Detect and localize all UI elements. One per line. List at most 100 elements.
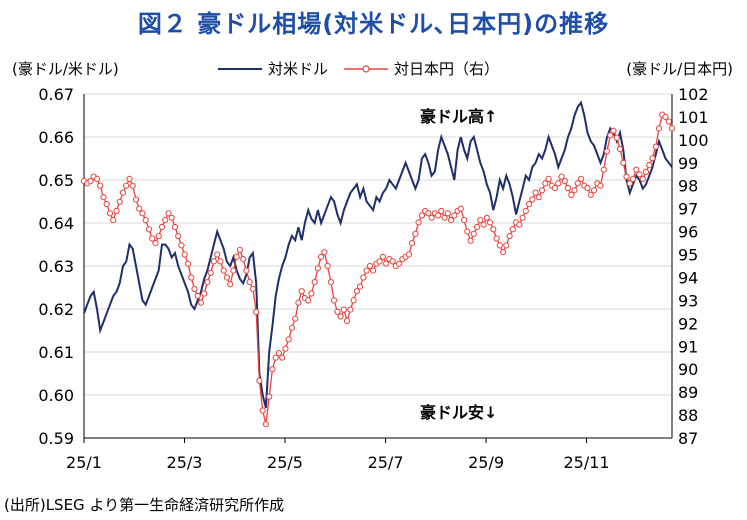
series-point-jpy (558, 173, 565, 180)
left-tick-label: 0.64 (38, 214, 74, 233)
series-point-jpy (535, 194, 542, 201)
legend-item-usd: 対米ドル (218, 58, 328, 79)
series-point-jpy (577, 175, 585, 182)
series-point-jpy (171, 223, 179, 231)
series-point-jpy (126, 175, 133, 182)
series-point-jpy (357, 283, 364, 290)
right-tick-label: 89 (678, 383, 698, 402)
series-point-jpy (600, 166, 607, 173)
x-tick-label: 25/5 (267, 453, 303, 472)
annotation-aud-strong: 豪ドル高↑ (420, 107, 497, 126)
series-point-jpy (503, 242, 510, 249)
series-point-jpy (311, 279, 318, 286)
right-tick-label: 94 (678, 268, 698, 287)
series-point-jpy (298, 288, 305, 295)
series-point-jpy (668, 125, 676, 132)
series-point-jpy (93, 175, 101, 182)
series-point-jpy (253, 308, 260, 315)
series-point-jpy (405, 251, 412, 258)
right-tick-label: 98 (678, 177, 698, 196)
series-point-jpy (214, 251, 221, 258)
series-point-jpy (288, 324, 295, 331)
series-point-jpy (178, 242, 185, 249)
series-point-jpy (409, 240, 416, 247)
series-point-jpy (175, 233, 182, 240)
series-point-jpy (279, 354, 286, 361)
series-point-jpy (435, 212, 442, 219)
series-point-jpy (256, 377, 263, 384)
series-point-jpy (616, 145, 624, 153)
series-point-jpy (490, 226, 497, 233)
series-point-jpy (603, 148, 611, 155)
series-point-jpy (584, 184, 591, 192)
series-point-jpy (145, 226, 153, 233)
series-point-jpy (451, 212, 458, 219)
series-point-jpy (496, 242, 503, 249)
series-point-jpy (165, 210, 172, 217)
chart-title: 図２ 豪ドル相場(対米ドル､日本円)の推移 (137, 10, 610, 38)
series-point-jpy (613, 134, 620, 141)
series-point-jpy (500, 249, 507, 256)
series-point-jpy (340, 306, 347, 313)
series-line-usd (83, 100, 673, 409)
series-point-jpy (457, 205, 464, 212)
series-point-jpy (197, 299, 205, 306)
series-point-jpy (282, 345, 289, 352)
series-point-jpy (155, 233, 162, 240)
series-point-jpy (607, 132, 614, 139)
series-point-jpy (337, 313, 344, 320)
x-tick-label: 25/9 (468, 453, 504, 472)
series-point-jpy (246, 279, 253, 286)
legend-label-usd: 対米ドル (268, 60, 329, 78)
series-point-jpy (623, 173, 630, 180)
series-point-jpy (363, 267, 370, 274)
series-point-jpy (236, 246, 243, 253)
series-point-jpy (292, 315, 299, 322)
series-point-jpy (350, 297, 357, 304)
right-tick-label: 100 (678, 131, 709, 150)
series-point-jpy (655, 125, 663, 132)
right-tick-label: 93 (678, 291, 698, 310)
series-point-jpy (334, 308, 341, 315)
right-tick-label: 95 (678, 246, 698, 265)
legend-label-jpy: 対日本円（右） (394, 60, 500, 78)
series-line-jpy (83, 113, 673, 425)
series-point-jpy (646, 162, 653, 169)
series-point-jpy (564, 184, 572, 192)
series-point-jpy (418, 212, 425, 219)
series-point-jpy (415, 219, 422, 226)
series-point-jpy (571, 187, 578, 194)
series-point-jpy (158, 223, 166, 231)
series-point-jpy (425, 210, 432, 217)
series-point-jpy (467, 237, 474, 244)
series-point-jpy (665, 118, 672, 125)
series-point-jpy (379, 253, 386, 260)
right-tick-label: 92 (678, 314, 698, 333)
series-point-jpy (542, 180, 549, 187)
series-point-jpy (389, 258, 396, 265)
series-point-jpy (590, 187, 598, 194)
series-point-jpy (642, 168, 650, 176)
series-point-jpy (152, 240, 159, 247)
series-point-jpy (438, 207, 445, 215)
series-point-jpy (149, 235, 156, 242)
series-point-jpy (275, 350, 282, 357)
series-point-jpy (626, 180, 633, 187)
left-tick-label: 0.67 (38, 85, 74, 104)
series-point-jpy (129, 182, 136, 189)
series-point-jpy (207, 269, 214, 276)
right-tick-label: 87 (678, 429, 698, 448)
x-tick-label: 25/3 (167, 453, 203, 472)
series-point-jpy (201, 290, 208, 297)
series-point-jpy (366, 262, 373, 270)
series-point-jpy (181, 251, 188, 258)
series-point-jpy (116, 198, 123, 205)
x-tick-label: 25/7 (368, 453, 404, 472)
left-tick-label: 0.59 (38, 429, 74, 448)
series-point-jpy (139, 210, 146, 217)
series-point-jpy (522, 207, 529, 215)
series-point-jpy (266, 393, 273, 400)
series-point-jpy (184, 260, 192, 267)
series-point-jpy (652, 143, 659, 150)
